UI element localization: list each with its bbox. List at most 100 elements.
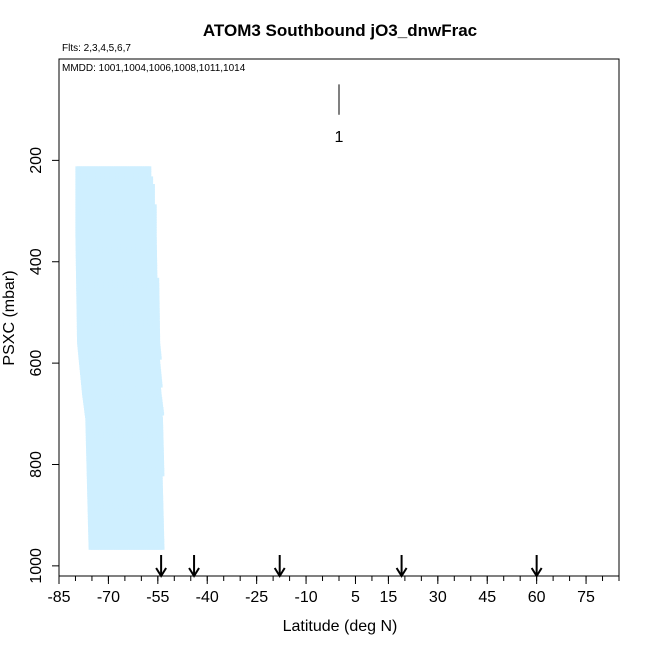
data-point [146, 277, 151, 282]
data-point [120, 201, 125, 206]
data-point [126, 222, 130, 226]
data-point [122, 199, 126, 203]
data-point [110, 300, 115, 304]
data-point [153, 358, 157, 363]
data-point [75, 252, 80, 256]
data-point [110, 270, 114, 274]
data-point [90, 249, 94, 254]
data-point [144, 171, 148, 175]
data-point [102, 379, 106, 383]
data-point [115, 358, 119, 363]
data-point [94, 308, 99, 312]
data-point [125, 437, 130, 441]
data-point [92, 298, 97, 302]
data-point [118, 391, 122, 396]
data-point [86, 338, 90, 342]
data-point [114, 315, 119, 320]
data-point [118, 353, 122, 358]
data-point [122, 242, 126, 246]
data-point [77, 178, 81, 183]
data-point [117, 244, 121, 249]
data-point [126, 166, 130, 170]
data-point [76, 318, 81, 322]
data-point [151, 260, 156, 264]
data-point [140, 447, 144, 451]
data-point [137, 369, 142, 373]
data-point [108, 176, 112, 180]
data-point [121, 404, 126, 408]
data-point [114, 417, 118, 421]
data-point [111, 168, 116, 173]
data-point [153, 361, 157, 365]
data-point [138, 353, 142, 358]
data-point [127, 310, 131, 315]
data-point [105, 333, 110, 337]
data-point [84, 346, 89, 350]
data-point [117, 260, 121, 264]
data-point [150, 265, 154, 269]
data-point [146, 399, 150, 403]
data-point [148, 247, 152, 251]
data-point [118, 191, 123, 195]
data-point [97, 399, 101, 403]
data-point [129, 328, 133, 332]
data-point [97, 214, 101, 218]
data-point [86, 176, 90, 180]
data-point [84, 394, 88, 398]
data-point [94, 404, 98, 408]
data-point [87, 351, 91, 355]
data-point [89, 209, 94, 213]
data-point [146, 209, 150, 213]
data-point [117, 265, 121, 269]
data-point [104, 364, 109, 368]
data-point [118, 184, 123, 188]
data-point [128, 244, 132, 249]
data-point [87, 341, 92, 345]
data-point [89, 171, 94, 175]
data-point [93, 214, 97, 218]
data-point [111, 341, 115, 345]
data-point [106, 270, 111, 274]
data-point [88, 176, 92, 180]
data-point [122, 222, 126, 226]
data-point [97, 267, 102, 271]
data-point [89, 295, 93, 299]
data-point [156, 371, 160, 375]
data-point [120, 194, 125, 198]
data-point [121, 422, 126, 426]
data-point [129, 173, 134, 178]
data-point [132, 260, 136, 264]
data-point [131, 204, 135, 208]
data-point [87, 328, 92, 332]
data-point [124, 227, 128, 231]
data-point [109, 325, 113, 330]
data-point [115, 206, 119, 211]
data-point [122, 440, 126, 444]
data-point [155, 452, 159, 457]
data-point [153, 338, 157, 342]
data-point [91, 217, 96, 221]
data-point [148, 244, 152, 249]
data-point [131, 171, 135, 175]
data-point [112, 404, 116, 408]
data-point [147, 379, 152, 383]
data-point [151, 328, 155, 332]
data-point [104, 376, 108, 380]
data-point [104, 399, 109, 403]
data-point [100, 381, 105, 386]
data-point [92, 364, 96, 368]
data-point [144, 166, 148, 170]
data-point [80, 325, 84, 330]
data-point [118, 305, 122, 310]
data-point [84, 173, 88, 178]
data-point [82, 234, 87, 239]
data-point [158, 445, 162, 449]
data-point [150, 308, 155, 312]
data-point [88, 224, 92, 228]
data-point [102, 178, 106, 183]
data-point [118, 209, 123, 213]
data-point [121, 432, 126, 436]
data-point [116, 440, 121, 444]
data-point [80, 300, 84, 304]
data-point [138, 422, 142, 426]
